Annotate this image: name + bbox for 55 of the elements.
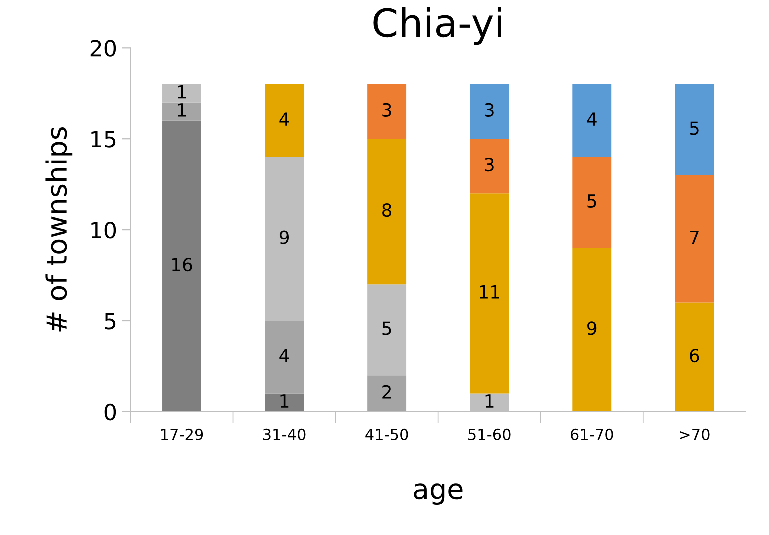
x-tick-label: 31-40 [264, 428, 306, 440]
data-label: 11 [480, 286, 500, 299]
y-tick-label: 0 [104, 404, 116, 421]
bar [572, 84, 612, 158]
data-label: 9 [588, 322, 597, 336]
data-label: 1 [486, 394, 494, 408]
bar [368, 284, 407, 376]
bar [162, 102, 202, 121]
data-label: 1 [280, 394, 289, 408]
bar [265, 157, 304, 321]
data-label: 5 [588, 194, 596, 208]
bar [675, 84, 714, 176]
x-tick-label: >70 [680, 428, 710, 440]
bar [470, 139, 510, 194]
bar [265, 394, 304, 412]
bar [368, 139, 407, 285]
y-axis-title: # of townships [46, 127, 73, 332]
chart-title: Chia-yi [374, 7, 502, 46]
bar [265, 84, 304, 158]
data-label: 6 [690, 348, 700, 363]
data-label: 5 [690, 122, 699, 136]
x-tick-label: 51-60 [468, 428, 511, 440]
data-label: 3 [485, 103, 494, 118]
bar [368, 376, 407, 412]
data-label: 2 [382, 385, 391, 399]
bar [675, 175, 714, 303]
x-axis-title: age [414, 484, 463, 506]
bar [162, 120, 202, 412]
data-label: 9 [280, 230, 290, 244]
y-tick-label: 5 [105, 313, 116, 330]
data-label: 1 [178, 85, 186, 99]
y-tick-label: 15 [92, 131, 116, 148]
bar [368, 84, 407, 140]
data-label: 4 [280, 112, 290, 126]
data-label: 1 [178, 104, 186, 117]
bar [675, 302, 714, 412]
data-label: 16 [172, 258, 192, 272]
x-tick-label: 41-50 [366, 428, 408, 440]
y-tick-label: 20 [90, 40, 116, 57]
bar [572, 157, 612, 248]
data-label: 5 [382, 322, 392, 336]
data-label: 7 [690, 230, 699, 244]
x-tick-label: 17-29 [161, 428, 204, 440]
x-tick-label: 61-70 [571, 428, 614, 440]
y-tick-label: 10 [92, 222, 116, 239]
data-label: 3 [485, 158, 494, 172]
bar [265, 321, 304, 394]
bar [162, 84, 202, 103]
data-label: 3 [382, 103, 392, 118]
bar [470, 84, 510, 140]
bar [572, 248, 612, 412]
data-label: 8 [382, 203, 392, 218]
data-label: 4 [280, 349, 290, 362]
data-label: 4 [587, 112, 597, 126]
bar [470, 194, 510, 394]
